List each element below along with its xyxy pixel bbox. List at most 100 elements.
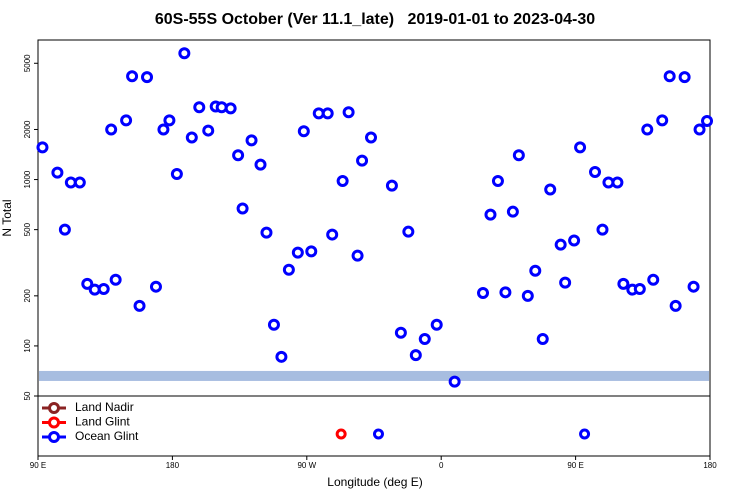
data-point — [418, 333, 431, 346]
chart-title: 60S-55S October (Ver 11.1_late) 2019-01-… — [155, 11, 595, 28]
data-point — [185, 131, 198, 144]
data-point — [687, 280, 700, 293]
data-point — [394, 326, 407, 339]
data-point — [282, 263, 295, 276]
data-point — [477, 287, 490, 300]
lower-panel-point — [579, 428, 591, 440]
data-point — [678, 71, 691, 84]
data-point — [611, 176, 624, 189]
x-tick-label: 90 W — [297, 461, 316, 470]
data-point — [326, 228, 339, 241]
lower-panel-point — [372, 428, 384, 440]
data-point — [254, 158, 267, 171]
data-point — [559, 276, 572, 289]
lower-panel-frame — [37, 395, 711, 457]
data-point — [149, 280, 162, 293]
y-tick-label: 200 — [23, 289, 32, 303]
data-point — [402, 225, 415, 238]
data-point — [693, 123, 706, 136]
data-point — [126, 70, 139, 83]
legend-label: Ocean Glint — [75, 429, 139, 443]
data-point — [409, 349, 422, 362]
legend-label: Land Glint — [75, 415, 130, 429]
data-point — [596, 223, 609, 236]
data-point — [305, 245, 318, 258]
data-point — [245, 134, 258, 147]
data-point — [617, 277, 630, 290]
data-point — [81, 277, 94, 290]
data-point — [512, 149, 525, 162]
data-point — [120, 114, 133, 127]
data-point — [568, 234, 581, 247]
data-point — [97, 282, 110, 295]
data-point — [448, 375, 461, 388]
data-point — [58, 223, 71, 236]
data-point — [178, 47, 191, 60]
data-point — [356, 154, 369, 167]
data-point — [663, 70, 676, 83]
data-point — [73, 176, 86, 189]
data-point — [521, 289, 534, 302]
data-point — [321, 107, 334, 120]
data-point — [170, 167, 183, 180]
data-point — [275, 350, 288, 363]
data-point — [430, 318, 443, 331]
data-point — [536, 333, 549, 346]
data-point — [297, 125, 310, 138]
data-point — [202, 124, 215, 137]
x-tick-label: 90 E — [30, 461, 46, 470]
legend-marker — [48, 402, 60, 414]
x-axis-label: Longitude (deg E) — [327, 475, 422, 489]
data-point — [589, 166, 602, 179]
data-point — [141, 71, 154, 84]
legend-marker — [48, 416, 60, 429]
data-point — [669, 299, 682, 312]
data-point — [224, 102, 237, 115]
data-point — [499, 286, 512, 299]
y-tick-label: 1000 — [23, 170, 32, 188]
data-point — [193, 101, 206, 114]
y-tick-label: 2000 — [23, 120, 32, 138]
data-point — [336, 175, 349, 188]
plot-frame — [37, 39, 711, 397]
data-point — [36, 141, 49, 154]
legend-label: Land Nadir — [75, 400, 134, 414]
x-tick-label: 180 — [166, 461, 180, 470]
y-tick-label: 50 — [23, 391, 32, 400]
data-point — [574, 141, 587, 154]
lower-panel-point — [335, 428, 347, 440]
data-point — [544, 183, 557, 196]
data-point — [529, 264, 542, 277]
data-point — [291, 246, 304, 259]
data-point — [267, 318, 280, 331]
data-point — [633, 282, 646, 295]
y-tick-label: 5000 — [23, 54, 32, 72]
data-point — [163, 114, 176, 127]
data-point — [351, 249, 364, 262]
legend-marker — [48, 431, 60, 443]
data-point — [701, 114, 714, 127]
data-point — [105, 123, 118, 136]
reference-band — [39, 370, 709, 381]
data-point — [491, 175, 504, 188]
data-point — [656, 114, 669, 127]
data-point — [506, 205, 519, 218]
x-tick-label: 90 E — [567, 461, 583, 470]
data-point — [385, 179, 398, 192]
data-point — [554, 238, 567, 251]
data-point — [109, 273, 122, 286]
data-point — [365, 131, 378, 144]
data-point — [236, 202, 249, 215]
data-point — [641, 123, 654, 136]
data-point — [647, 273, 660, 286]
data-point — [232, 149, 245, 162]
data-point — [51, 166, 64, 179]
y-axis-label: N Total — [0, 199, 14, 236]
data-point — [484, 208, 497, 221]
x-tick-label: 0 — [439, 461, 444, 470]
data-point — [157, 123, 170, 136]
data-point — [260, 226, 273, 239]
data-point — [133, 299, 146, 312]
